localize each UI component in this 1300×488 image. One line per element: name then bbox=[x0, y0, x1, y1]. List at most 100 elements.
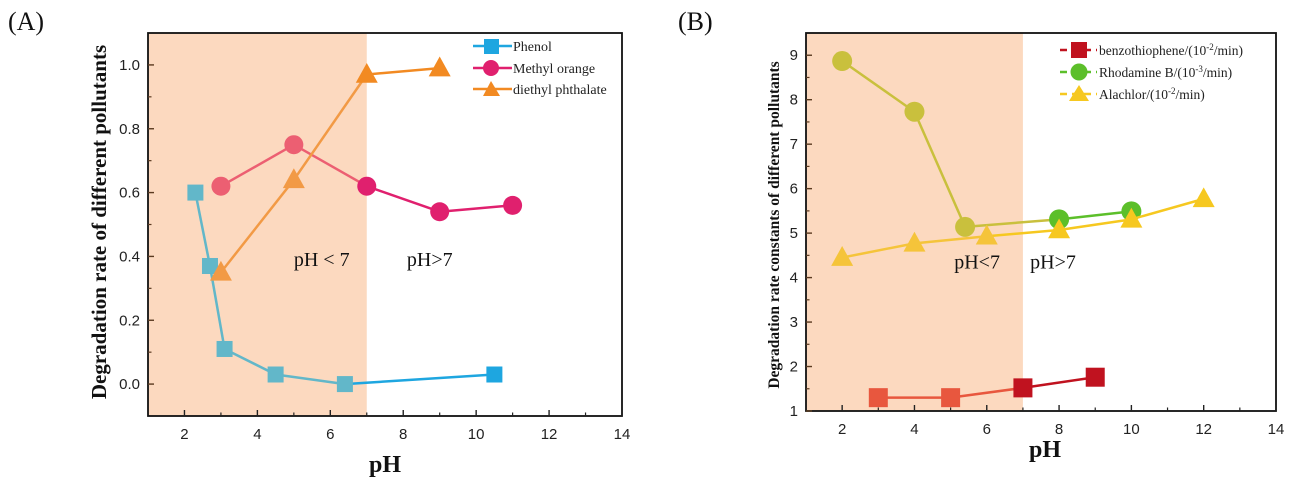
data-point-triangle bbox=[209, 260, 232, 281]
legend-label: Phenol bbox=[513, 40, 552, 55]
x-tick-label: 10 bbox=[468, 426, 485, 443]
series-line-segment bbox=[841, 242, 915, 259]
x-tick-label: 2 bbox=[180, 426, 188, 443]
plot-frame bbox=[805, 32, 1277, 412]
legend-item-diethyl-phthalate: diethyl phthalate bbox=[473, 81, 607, 98]
series-line-segment bbox=[841, 59, 916, 113]
series-line-segment bbox=[950, 386, 1024, 399]
y-tick-label: 3 bbox=[790, 314, 798, 331]
data-point-triangle bbox=[282, 168, 305, 189]
legend-label-exponent: -3 bbox=[1195, 64, 1203, 74]
series-line-segment bbox=[366, 185, 441, 213]
y-tick-label: 9 bbox=[790, 47, 798, 64]
data-point-circle bbox=[284, 135, 304, 155]
y-tick-label: 1 bbox=[790, 403, 798, 420]
y-tick-label: 7 bbox=[790, 136, 798, 153]
data-point-square bbox=[216, 340, 233, 357]
legend-triangle-marker bbox=[1069, 85, 1089, 101]
y-tick-label: 2 bbox=[790, 359, 798, 376]
data-point-triangle bbox=[831, 246, 854, 266]
series-layer bbox=[187, 56, 523, 393]
legend-label: Rhodamine B/(10-3/min) bbox=[1099, 64, 1232, 80]
data-point-triangle bbox=[428, 56, 451, 77]
acidic-region-shade bbox=[806, 33, 1023, 411]
legend-item-rhodamine-b: Rhodamine B/(10-3/min) bbox=[1060, 63, 1232, 81]
x-tick-label: 6 bbox=[983, 421, 991, 438]
series-phenol bbox=[187, 184, 503, 393]
x-tick-label: 14 bbox=[614, 426, 631, 443]
series-line-segment bbox=[913, 111, 967, 228]
series-line-segment bbox=[194, 192, 212, 267]
data-point-triangle bbox=[1120, 207, 1143, 228]
x-tick-label: 12 bbox=[541, 426, 558, 443]
legend-label-exponent: -2 bbox=[1206, 42, 1214, 52]
x-tick-label: 14 bbox=[1268, 421, 1285, 438]
annotation-acidic: pH<7 bbox=[954, 252, 1000, 274]
panel-label: (A) bbox=[8, 7, 44, 36]
data-point-circle bbox=[357, 176, 377, 196]
x-axis-title: pH bbox=[1029, 437, 1061, 463]
x-tick-label: 4 bbox=[253, 426, 261, 443]
legend-label-unit: /min) bbox=[1214, 43, 1243, 58]
data-point-triangle bbox=[1192, 187, 1215, 208]
series-line-segment bbox=[439, 204, 513, 213]
series-line-segment bbox=[224, 347, 277, 376]
data-point-square bbox=[336, 376, 353, 393]
y-tick-label: 0.2 bbox=[119, 312, 140, 329]
y-tick-label: 8 bbox=[790, 92, 798, 109]
y-tick-label: 1.0 bbox=[119, 57, 140, 74]
x-axis-title: pH bbox=[369, 452, 401, 478]
legend-label-name: Rhodamine B/(10 bbox=[1099, 65, 1196, 80]
series-line-segment bbox=[219, 179, 295, 274]
y-tick-label: 0.6 bbox=[119, 185, 140, 202]
x-tick-label: 8 bbox=[399, 426, 407, 443]
data-point-square bbox=[486, 366, 503, 383]
legend-item-phenol: Phenol bbox=[473, 39, 552, 55]
x-tick-label: 10 bbox=[1123, 421, 1140, 438]
legend-label: diethyl phthalate bbox=[513, 83, 607, 98]
series-line-segment bbox=[1058, 218, 1132, 232]
series-line-segment bbox=[964, 218, 1060, 229]
legend-label-unit: /min) bbox=[1175, 87, 1204, 102]
data-point-circle bbox=[832, 51, 853, 72]
series-line-segment bbox=[1022, 375, 1096, 390]
legend: benzothiophene/(10-2/min) Rhodamine B/(1… bbox=[1060, 42, 1243, 102]
legend-square-marker bbox=[1071, 42, 1087, 58]
series-line-segment bbox=[344, 373, 495, 386]
data-point-circle bbox=[904, 101, 925, 122]
series-line-segment bbox=[1131, 197, 1205, 221]
legend-item-methyl-orange: Methyl orange bbox=[473, 60, 595, 77]
series-line-segment bbox=[275, 373, 346, 386]
legend-label-name: Alachlor/(10 bbox=[1099, 87, 1168, 102]
annotation-basic: pH>7 bbox=[407, 249, 453, 271]
data-point-square bbox=[868, 388, 888, 408]
legend-label-name: benzothiophene/(10 bbox=[1099, 43, 1206, 58]
y-tick-label: 4 bbox=[790, 270, 798, 287]
data-point-triangle bbox=[1048, 218, 1071, 239]
series-line-segment bbox=[914, 234, 987, 245]
data-point-square bbox=[201, 257, 218, 274]
legend: Phenol Methyl orange diethyl phthalate bbox=[473, 39, 607, 98]
y-tick-label: 0.0 bbox=[119, 376, 140, 393]
series-line-segment bbox=[293, 143, 368, 188]
series-line-segment bbox=[366, 66, 440, 76]
series-line-segment bbox=[1058, 210, 1132, 221]
legend-label: benzothiophene/(10-2/min) bbox=[1099, 42, 1243, 58]
data-point-square bbox=[1085, 367, 1105, 387]
legend-circle-marker bbox=[1070, 63, 1088, 81]
series-line-segment bbox=[220, 143, 295, 188]
data-point-square bbox=[1013, 378, 1033, 398]
y-axis-title: Degradation rate of different pollutants bbox=[87, 45, 111, 399]
legend-square-marker bbox=[484, 39, 499, 54]
series-diethyl-phthalate bbox=[209, 56, 451, 281]
data-point-circle bbox=[955, 216, 976, 237]
data-point-triangle bbox=[903, 231, 926, 252]
series-line-segment bbox=[292, 73, 368, 181]
x-tick-label: 6 bbox=[326, 426, 334, 443]
legend-triangle-marker bbox=[483, 81, 500, 96]
data-point-circle bbox=[430, 202, 450, 222]
legend-label-unit: /min) bbox=[1203, 65, 1232, 80]
x-tick-label: 8 bbox=[1055, 421, 1063, 438]
